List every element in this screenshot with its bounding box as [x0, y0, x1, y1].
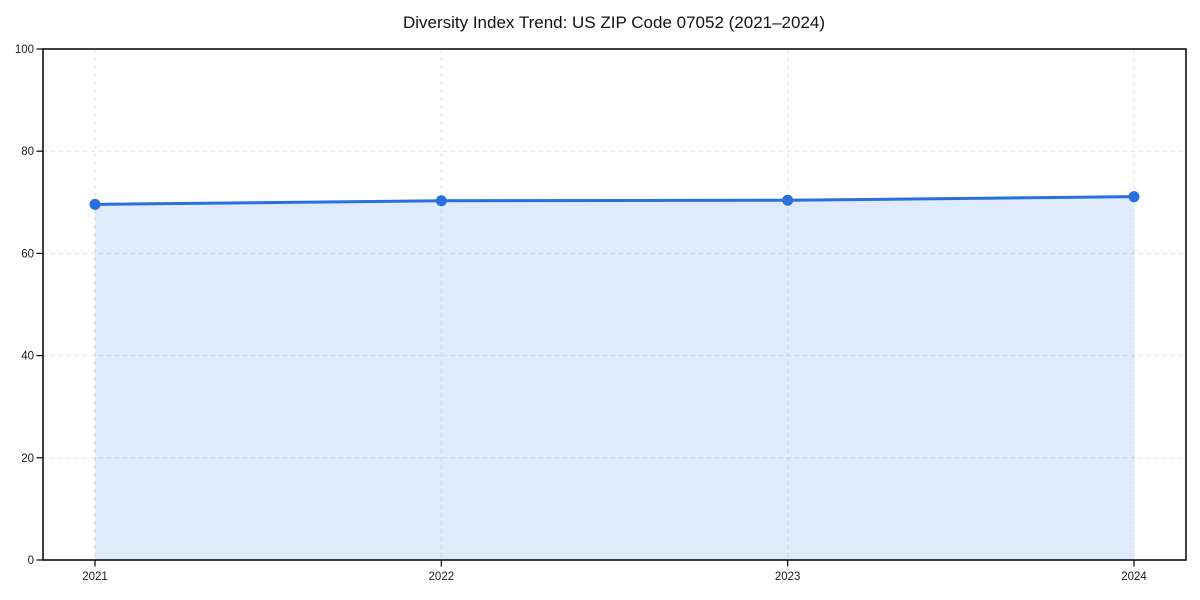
axis-tick-labels: 0 20 40 60 80 100 2021 2022 2023 2024	[15, 44, 1148, 583]
data-point-marker	[89, 198, 101, 210]
y-tick-label: 0	[28, 555, 34, 567]
trend-line-path	[93, 195, 1136, 206]
plot-border	[42, 48, 1187, 561]
y-tick-label: 60	[21, 248, 34, 260]
gridlines	[43, 49, 1186, 560]
area-fill-shape	[95, 196, 1134, 560]
x-tick-label: 2024	[1121, 571, 1147, 583]
y-tick-label: 100	[15, 44, 34, 56]
y-tick-label: 40	[21, 351, 34, 363]
x-tick-label: 2023	[775, 571, 801, 583]
axis-ticks	[36, 48, 1135, 567]
plot-border-rect	[42, 48, 1187, 561]
y-tick-label: 80	[21, 146, 34, 158]
data-point-markers	[89, 191, 1140, 210]
x-tick-label: 2022	[429, 571, 455, 583]
y-tick-label: 20	[21, 453, 34, 465]
data-point-marker	[435, 195, 447, 207]
data-point-marker	[782, 194, 794, 206]
area-fill	[95, 196, 1134, 560]
trend-line	[93, 195, 1136, 206]
data-point-marker	[1128, 191, 1140, 203]
x-tick-label: 2021	[82, 571, 108, 583]
chart-title: Diversity Index Trend: US ZIP Code 07052…	[403, 13, 825, 32]
